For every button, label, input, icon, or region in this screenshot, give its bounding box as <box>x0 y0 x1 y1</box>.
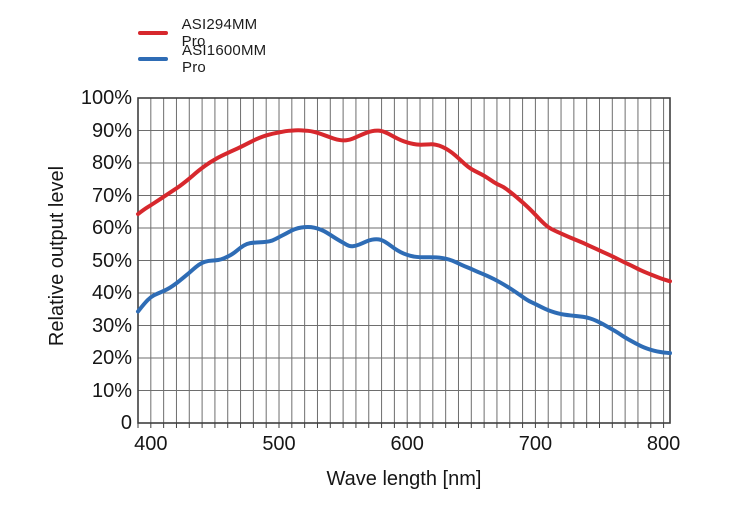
x-tick-label: 500 <box>262 433 296 455</box>
y-tick-label: 10% <box>91 379 132 402</box>
legend-label-asi294mm-pro: ASI294MM Pro <box>181 16 258 50</box>
x-tick-label: 600 <box>390 433 424 455</box>
x-tick-label: 400 <box>134 433 168 455</box>
x-tick-label: 700 <box>518 433 553 455</box>
y-tick-label: 30% <box>91 314 132 337</box>
y-tick-label: 50% <box>91 249 132 272</box>
curve-asi1600mm-pro <box>136 225 672 356</box>
y-tick-label: 70% <box>91 184 132 207</box>
legend-line-blue <box>138 57 168 61</box>
y-tick-label: 0 <box>120 412 132 434</box>
y-tick-label: 90% <box>91 119 132 142</box>
y-tick-label: 20% <box>91 347 132 369</box>
curve-asi294mm-pro <box>136 128 672 284</box>
legend-item-asi294mm-pro: ASI294MM Pro <box>138 16 265 50</box>
legend-item-asi1600mm-pro: ASI1600MM Pro <box>138 42 273 76</box>
y-tick-label: 80% <box>91 152 132 174</box>
plot-border <box>137 97 671 424</box>
y-tick-label: 60% <box>91 217 132 239</box>
y-tick-label: 40% <box>91 282 132 304</box>
legend-label-asi1600mm-pro: ASI1600MM Pro <box>182 42 267 76</box>
x-axis-title: Wave length [nm] <box>326 468 482 490</box>
legend-line-red <box>138 31 168 35</box>
y-tick-label: 100% <box>80 87 132 109</box>
x-tick-label: 800 <box>646 433 681 455</box>
